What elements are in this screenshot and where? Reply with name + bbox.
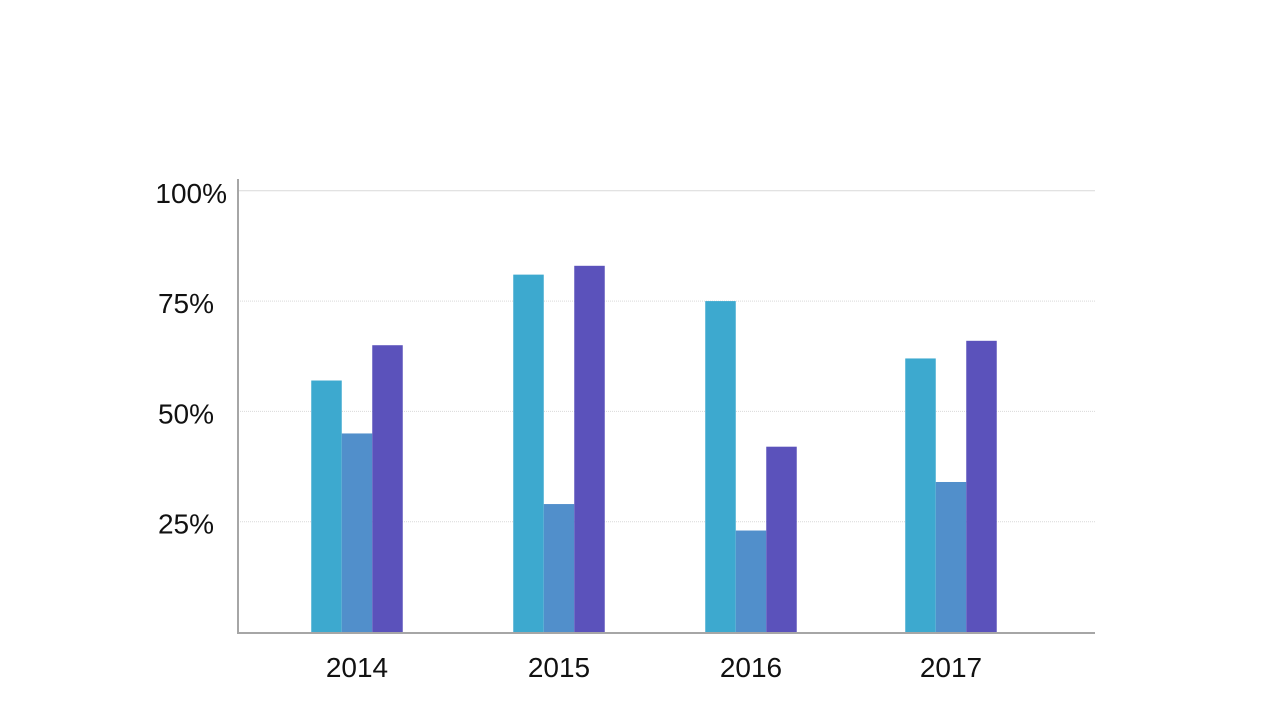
x-tick-label: 2016 (720, 652, 782, 683)
tick-labels: 25% 50% 75% 100% 2014 2015 2016 2017 (155, 178, 982, 683)
bar-2017-series-1 (905, 358, 936, 632)
bar-2015-series-3 (574, 265, 605, 632)
y-tick-label: 75% (158, 288, 214, 319)
y-tick-label: 25% (158, 509, 214, 540)
bar-2015-series-2 (543, 504, 575, 632)
bar-2015-series-1 (513, 274, 544, 632)
x-tick-label: 2014 (326, 652, 388, 683)
bar-2014-series-3 (372, 345, 403, 632)
bar-2016-series-2 (735, 530, 767, 632)
x-tick-label: 2017 (920, 652, 982, 683)
bar-2016-series-3 (766, 446, 797, 632)
bar-2017-series-3 (966, 340, 997, 632)
bar-2016-series-1 (705, 301, 736, 632)
bar-2014-series-2 (341, 433, 373, 632)
axes (237, 179, 1095, 634)
y-tick-label: 100% (155, 178, 227, 209)
bar-2017-series-2 (935, 481, 967, 632)
bar-2014-series-1 (311, 380, 342, 632)
y-tick-label: 50% (158, 398, 214, 429)
x-tick-label: 2015 (528, 652, 590, 683)
bars (311, 265, 997, 632)
